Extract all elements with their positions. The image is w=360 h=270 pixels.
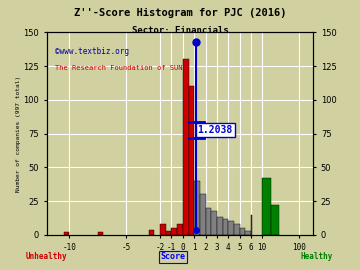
Bar	[200, 194, 206, 235]
Bar	[217, 217, 222, 235]
Bar	[222, 219, 228, 235]
Text: 1.2038: 1.2038	[198, 124, 233, 135]
Bar	[194, 181, 200, 235]
Bar	[149, 230, 154, 235]
Bar	[160, 224, 166, 235]
Text: Score: Score	[160, 252, 185, 261]
Bar	[64, 232, 69, 235]
Bar	[271, 205, 279, 235]
Bar	[239, 228, 245, 235]
Text: ©www.textbiz.org: ©www.textbiz.org	[55, 46, 129, 56]
Bar	[171, 228, 177, 235]
Bar	[228, 221, 234, 235]
Y-axis label: Number of companies (997 total): Number of companies (997 total)	[15, 76, 21, 192]
Bar	[245, 231, 251, 235]
Bar	[189, 86, 194, 235]
Bar	[177, 224, 183, 235]
Bar	[206, 208, 211, 235]
Bar	[211, 211, 217, 235]
Text: Sector: Financials: Sector: Financials	[132, 26, 228, 35]
Text: Unhealthy: Unhealthy	[26, 252, 68, 261]
Text: Healthy: Healthy	[301, 252, 333, 261]
Bar	[183, 59, 189, 235]
Bar	[98, 232, 103, 235]
Bar	[234, 224, 239, 235]
Bar	[251, 215, 252, 235]
Bar	[166, 231, 171, 235]
Text: The Research Foundation of SUNY: The Research Foundation of SUNY	[55, 65, 186, 71]
Bar	[262, 178, 271, 235]
Text: Z''-Score Histogram for PJC (2016): Z''-Score Histogram for PJC (2016)	[74, 8, 286, 18]
